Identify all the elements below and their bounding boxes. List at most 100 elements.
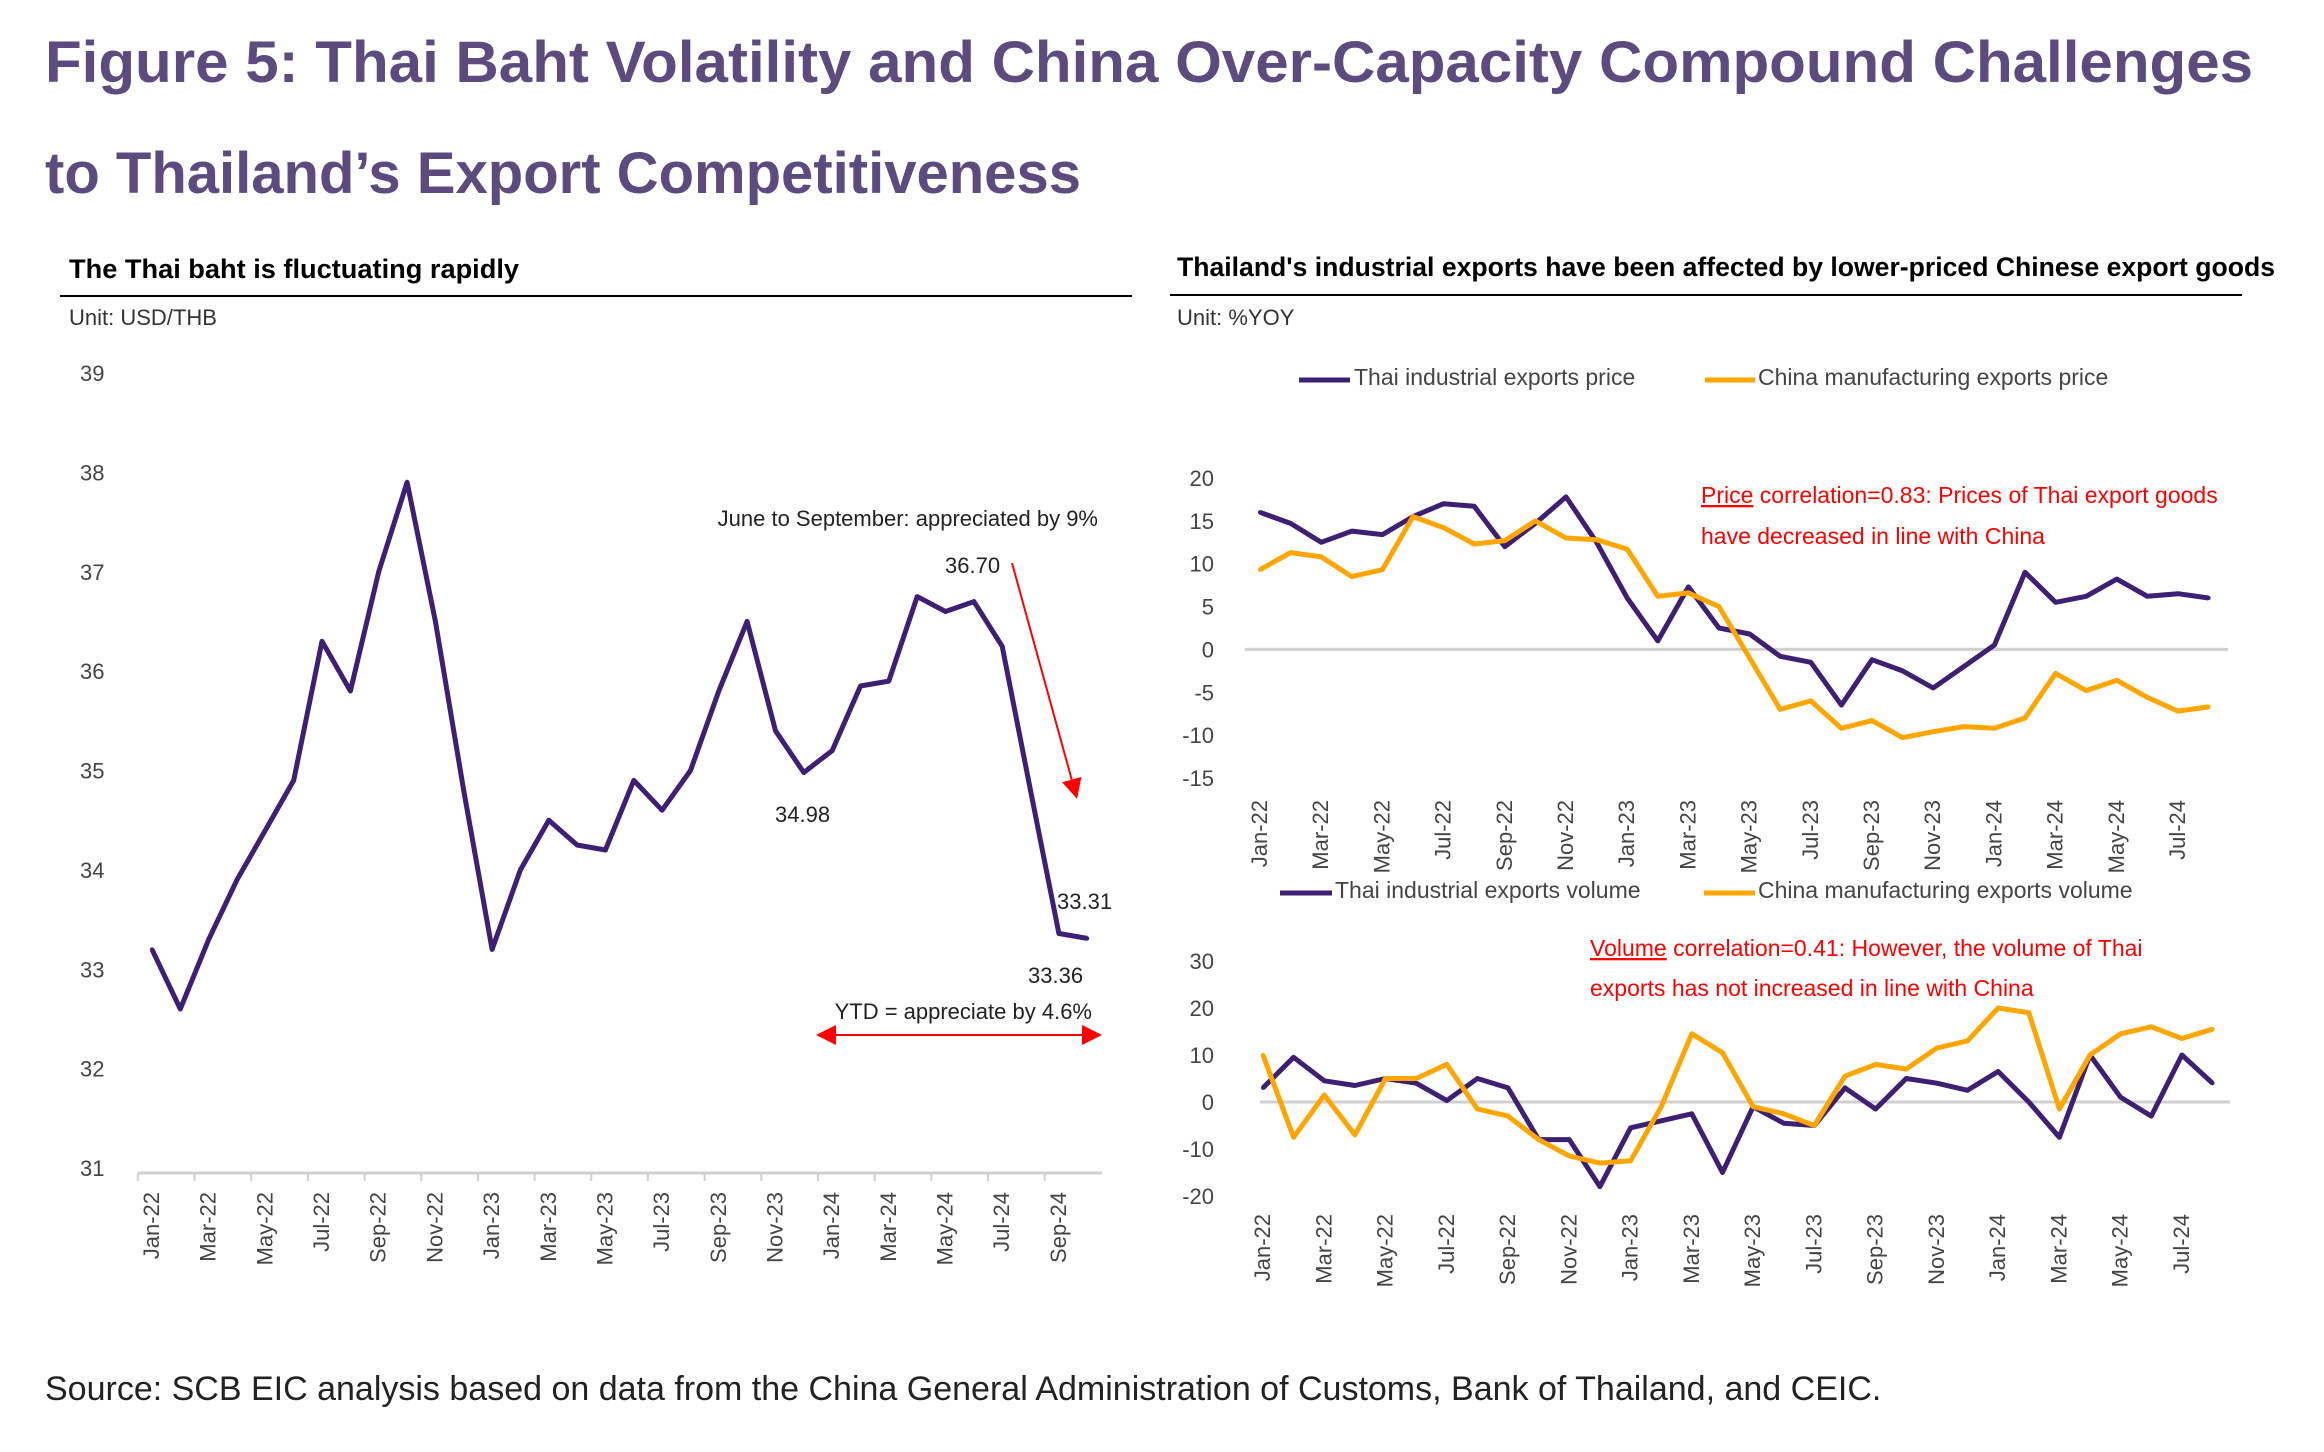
x-tick-label: May-22 xyxy=(1369,800,1394,873)
data-point xyxy=(320,639,325,644)
volume-correlation-note: Volume correlation=0.41: However, the vo… xyxy=(1590,935,2143,961)
data-point xyxy=(1961,664,1966,669)
data-point xyxy=(433,619,438,624)
price-note-line2: have decreased in line with China xyxy=(1701,523,2045,549)
x-tick-label: Jul-22 xyxy=(1434,1214,1459,1274)
annotation-june-sep: June to September: appreciated by 9% xyxy=(718,506,1098,531)
data-point xyxy=(2210,1027,2215,1032)
data-point xyxy=(1625,547,1630,552)
data-point xyxy=(2149,1024,2154,1029)
x-tick-label: Jul-22 xyxy=(309,1192,334,1252)
x-tick-label: May-24 xyxy=(2104,800,2129,873)
data-point xyxy=(1028,788,1033,793)
data-point xyxy=(1751,1104,1756,1109)
data-point xyxy=(490,947,495,952)
right-unit: Unit: %YOY xyxy=(1177,305,1295,330)
data-point xyxy=(1992,726,1997,731)
label-low: 34.98 xyxy=(775,802,830,827)
data-point xyxy=(2179,1036,2184,1041)
y-tick-label: 38 xyxy=(80,460,104,485)
data-point xyxy=(1291,1135,1296,1140)
data-point xyxy=(1261,1085,1265,1090)
y-tick-label: 33 xyxy=(80,957,104,982)
x-tick-label: Jul-23 xyxy=(1798,800,1823,860)
data-point xyxy=(2118,1095,2123,1100)
data-point xyxy=(2053,671,2058,676)
data-point xyxy=(1502,544,1507,549)
y-tick-label: -5 xyxy=(1194,680,1214,705)
y-tick-label: 30 xyxy=(1190,949,1214,974)
y-tick-label: 32 xyxy=(80,1057,104,1082)
data-point xyxy=(1812,1123,1817,1128)
data-point xyxy=(1533,518,1538,523)
data-point xyxy=(1839,703,1844,708)
x-tick-label: Jul-24 xyxy=(2165,800,2190,860)
data-point xyxy=(2206,704,2211,709)
x-tick-label: Jan-24 xyxy=(1985,1214,2010,1281)
y-tick-label: -10 xyxy=(1182,723,1214,748)
data-point xyxy=(943,609,948,614)
data-point xyxy=(1288,521,1293,526)
data-point xyxy=(1288,550,1293,555)
data-point xyxy=(2023,716,2027,720)
data-point xyxy=(2118,1031,2123,1036)
data-point xyxy=(1904,1076,1909,1081)
x-tick-label: May-23 xyxy=(1740,1214,1765,1287)
y-tick-label: 37 xyxy=(80,560,104,585)
series-line-thai xyxy=(1261,1052,2215,1190)
x-tick-label: Jan-22 xyxy=(1250,1214,1275,1281)
data-point xyxy=(2084,594,2089,599)
data-point xyxy=(830,748,835,753)
data-point xyxy=(1597,1184,1602,1189)
x-tick-label: Jan-24 xyxy=(1981,800,2006,867)
x-tick-label: Nov-23 xyxy=(762,1192,787,1263)
data-point xyxy=(2057,1135,2062,1140)
x-tick-label: Nov-22 xyxy=(422,1192,447,1263)
data-point xyxy=(1655,638,1660,643)
price-note-rest: correlation=0.83: Prices of Thai export … xyxy=(1753,482,2217,508)
figure-title-line2: to Thailand’s Export Competitiveness xyxy=(45,141,1081,206)
data-point xyxy=(2084,688,2089,693)
price-correlation-note: Price correlation=0.83: Prices of Thai e… xyxy=(1701,482,2218,508)
data-point xyxy=(291,778,296,783)
price-key: Price xyxy=(1701,482,1753,508)
data-point xyxy=(575,843,580,848)
data-point xyxy=(2176,591,2180,596)
data-point xyxy=(1625,596,1630,600)
data-point xyxy=(1444,1062,1449,1067)
data-point xyxy=(178,1007,183,1011)
data-point xyxy=(1000,644,1005,649)
data-point xyxy=(1659,1104,1664,1109)
series-line-china xyxy=(1258,514,2209,741)
x-tick-label: Jul-22 xyxy=(1431,800,1456,860)
y-tick-label: 0 xyxy=(1202,637,1214,662)
data-point xyxy=(1380,567,1385,572)
data-point xyxy=(518,867,523,872)
data-point xyxy=(1842,1074,1847,1079)
data-point xyxy=(2023,570,2027,575)
y-tick-label: 31 xyxy=(80,1156,104,1181)
data-point xyxy=(1747,656,1752,660)
data-point xyxy=(1380,532,1385,537)
data-point xyxy=(1900,668,1905,673)
data-point xyxy=(1322,1078,1327,1083)
x-tick-label: Sep-22 xyxy=(1492,800,1517,871)
data-point xyxy=(631,778,636,783)
x-tick-label: Jul-23 xyxy=(1801,1214,1826,1274)
data-point xyxy=(1472,542,1477,546)
data-point xyxy=(1870,657,1874,662)
data-point xyxy=(1686,590,1691,595)
data-point xyxy=(1996,1069,2001,1074)
data-point xyxy=(1717,626,1721,630)
data-point xyxy=(1717,604,1721,609)
left-unit: Unit: USD/THB xyxy=(69,305,217,330)
legend-thai-price: Thai industrial exports price xyxy=(1354,364,1635,390)
data-point xyxy=(1686,584,1691,589)
data-point xyxy=(2088,1053,2093,1057)
data-point xyxy=(1261,1053,1265,1057)
data-point xyxy=(2149,1114,2154,1119)
x-tick-label: Sep-23 xyxy=(706,1192,731,1263)
series-line-thai xyxy=(149,479,1088,1012)
x-tick-label: Mar-24 xyxy=(876,1192,901,1262)
